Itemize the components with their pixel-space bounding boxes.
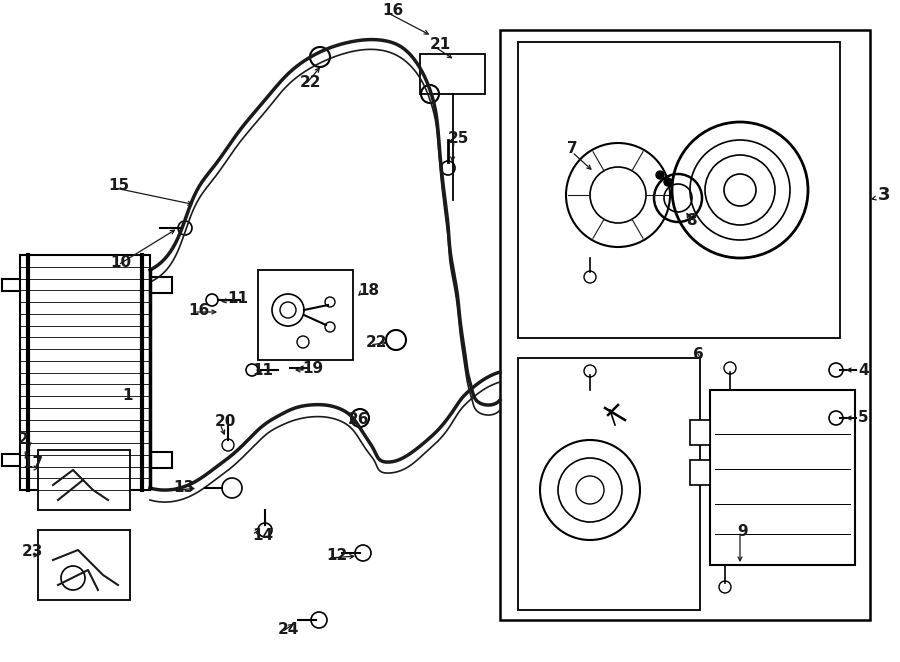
Text: 19: 19 [302, 361, 323, 375]
Text: 7: 7 [567, 140, 578, 156]
Bar [710, 390, 855, 565]
Text: 18: 18 [358, 283, 379, 297]
Bar [690, 420, 710, 445]
Text: 1: 1 [122, 387, 132, 402]
Text: 16: 16 [382, 3, 403, 17]
Text: 21: 21 [430, 36, 451, 52]
Text: 11: 11 [227, 291, 248, 305]
Bar [258, 270, 353, 360]
Bar [38, 530, 130, 600]
Text: 9: 9 [737, 524, 748, 540]
Bar [20, 255, 150, 490]
Text: 26: 26 [348, 412, 370, 428]
Bar [690, 460, 710, 485]
Bar [500, 30, 870, 620]
Circle shape [664, 178, 672, 186]
Text: 11: 11 [252, 363, 273, 377]
Text: 4: 4 [858, 363, 868, 377]
Text: 8: 8 [686, 213, 697, 228]
Text: 16: 16 [188, 303, 210, 318]
Text: 5: 5 [858, 410, 868, 426]
Text: 25: 25 [448, 130, 470, 146]
Text: 13: 13 [173, 481, 194, 495]
Text: 23: 23 [22, 545, 43, 559]
Text: 15: 15 [108, 177, 129, 193]
Text: 22: 22 [300, 75, 321, 89]
Bar [38, 450, 130, 510]
Text: 22: 22 [366, 334, 388, 350]
Text: 2: 2 [18, 432, 29, 448]
Bar [420, 54, 485, 94]
Text: 3: 3 [878, 186, 890, 204]
Bar [518, 358, 700, 610]
Circle shape [656, 171, 664, 179]
Text: 10: 10 [110, 254, 131, 269]
Text: 24: 24 [278, 622, 300, 638]
Text: 12: 12 [326, 547, 347, 563]
Text: 17: 17 [22, 457, 43, 471]
Text: 6: 6 [693, 346, 704, 361]
Text: 20: 20 [215, 414, 237, 430]
Text: 14: 14 [252, 528, 273, 542]
Bar [518, 42, 840, 338]
